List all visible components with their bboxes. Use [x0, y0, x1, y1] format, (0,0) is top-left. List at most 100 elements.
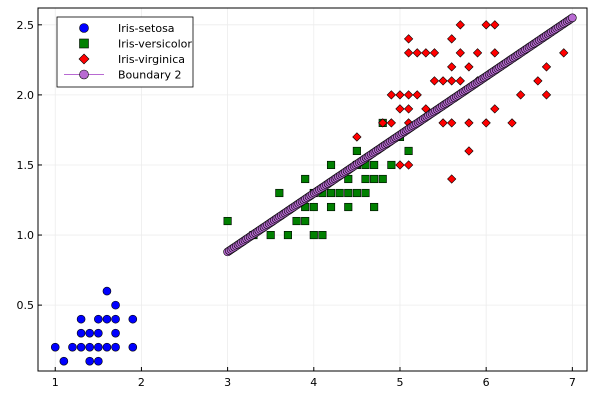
legend-marker-circle: [79, 23, 89, 33]
virginica-point: [386, 118, 396, 128]
grid-lines: [38, 8, 587, 371]
setosa-point: [50, 342, 60, 352]
virginica-point: [403, 104, 414, 114]
virginica-point: [541, 90, 552, 100]
legend-item: Boundary 2: [64, 69, 181, 82]
setosa-point: [102, 286, 112, 296]
series-boundary-2: [223, 13, 577, 257]
virginica-point: [395, 160, 405, 170]
setosa-point: [94, 328, 103, 338]
versicolor-point: [370, 160, 379, 170]
versicolor-point: [326, 202, 336, 212]
virginica-point: [421, 48, 431, 58]
versicolor-point: [387, 160, 396, 170]
virginica-point: [533, 76, 543, 86]
virginica-point: [403, 48, 414, 58]
y-axis-ticks: 0.5 1.0 1.5 2.0 2.5: [17, 19, 42, 312]
virginica-point: [490, 48, 500, 58]
x-tick-label: 4: [310, 376, 317, 389]
legend-marker-diamond: [78, 53, 90, 65]
legend-label: Boundary 2: [118, 69, 181, 82]
setosa-point: [111, 314, 120, 324]
x-tick-label: 6: [483, 376, 490, 389]
virginica-point: [395, 104, 405, 114]
setosa-point: [102, 342, 112, 352]
y-tick-label: 2.0: [17, 89, 35, 102]
setosa-point: [94, 342, 103, 352]
versicolor-point: [309, 231, 318, 240]
virginica-point: [447, 174, 457, 184]
x-tick-label: 1: [52, 376, 59, 389]
setosa-point: [85, 356, 95, 366]
versicolor-point: [275, 188, 284, 198]
virginica-point: [378, 118, 388, 128]
virginica-point: [412, 90, 422, 100]
versicolor-point: [344, 188, 353, 198]
versicolor-point: [326, 160, 336, 170]
setosa-point: [85, 342, 95, 352]
legend-marker-square: [79, 38, 89, 49]
virginica-point: [403, 160, 414, 170]
series-iris-setosa: [50, 286, 138, 366]
axes: [37, 7, 588, 372]
virginica-point: [472, 48, 483, 58]
x-tick-label: 2: [138, 376, 145, 389]
virginica-point: [447, 34, 457, 44]
setosa-point: [68, 342, 77, 352]
plot-frame: [37, 7, 588, 372]
setosa-point: [59, 356, 69, 366]
setosa-point: [76, 314, 86, 324]
boundary-point: [568, 13, 577, 23]
virginica-point: [490, 104, 500, 114]
series-iris-virginica: [352, 20, 569, 184]
x-tick-label: 3: [224, 376, 231, 389]
versicolor-point: [404, 146, 413, 156]
virginica-point: [447, 118, 457, 128]
virginica-point: [438, 76, 448, 86]
virginica-point: [429, 76, 440, 86]
versicolor-point: [318, 231, 327, 240]
versicolor-point: [292, 216, 301, 226]
y-tick-label: 2.5: [17, 19, 35, 32]
versicolor-point: [378, 174, 387, 184]
setosa-point: [94, 356, 103, 366]
virginica-point: [352, 132, 362, 142]
versicolor-point: [361, 188, 370, 198]
virginica-point: [464, 62, 474, 72]
virginica-point: [429, 48, 440, 58]
y-tick-label: 1.0: [17, 229, 35, 242]
virginica-point: [541, 62, 552, 72]
virginica-point: [455, 20, 465, 30]
x-tick-label: 7: [569, 376, 576, 389]
versicolor-point: [266, 231, 275, 240]
virginica-point: [481, 20, 491, 30]
legend-label: Iris-virginica: [118, 53, 185, 66]
y-tick-label: 1.5: [17, 159, 35, 172]
virginica-point: [559, 48, 569, 58]
virginica-point: [481, 118, 491, 128]
versicolor-point: [326, 188, 336, 198]
versicolor-point: [301, 174, 310, 184]
legend-item: Iris-setosa: [79, 22, 175, 35]
virginica-point: [447, 62, 457, 72]
virginica-point: [403, 34, 414, 44]
versicolor-point: [361, 174, 370, 184]
legend-label: Iris-setosa: [118, 22, 175, 35]
virginica-point: [464, 118, 474, 128]
setosa-point: [128, 314, 138, 324]
versicolor-point: [370, 174, 379, 184]
virginica-point: [386, 90, 396, 100]
y-tick-label: 0.5: [17, 299, 35, 312]
virginica-point: [455, 76, 465, 86]
setosa-point: [111, 300, 120, 310]
virginica-point: [412, 48, 422, 58]
setosa-point: [76, 342, 86, 352]
virginica-point: [516, 90, 526, 100]
versicolor-point: [344, 202, 353, 212]
versicolor-point: [352, 146, 361, 156]
x-axis-ticks: 1 2 3 4 5 6 7: [52, 367, 576, 389]
setosa-point: [76, 328, 86, 338]
virginica-point: [455, 48, 465, 58]
setosa-point: [85, 328, 95, 338]
